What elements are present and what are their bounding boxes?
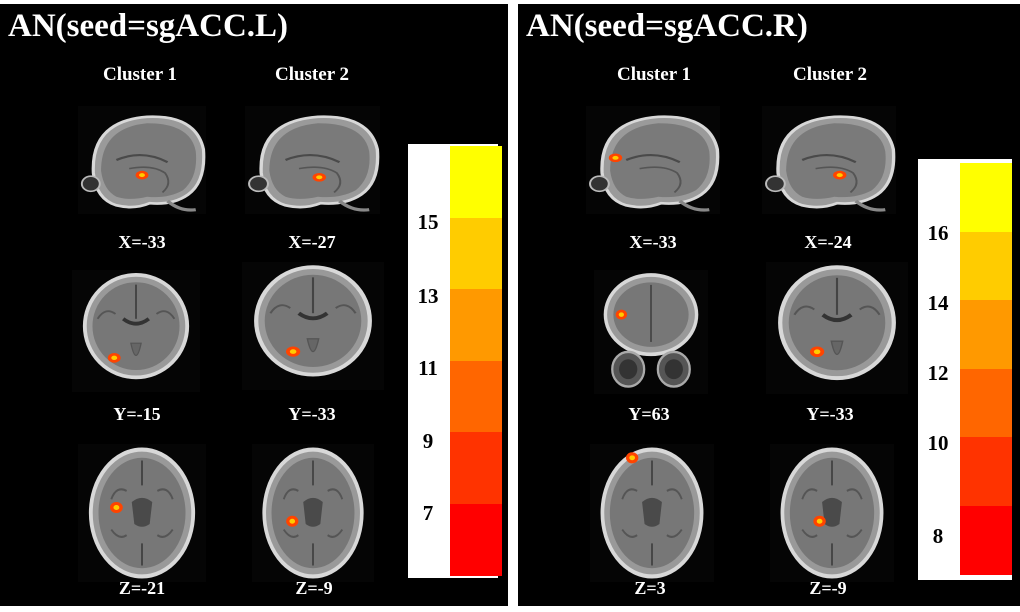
- brain-slice-sagittal: [586, 106, 720, 214]
- colorbar-segment: [960, 231, 1012, 301]
- activation-blob: [608, 153, 623, 163]
- activation-blob: [810, 346, 825, 358]
- brain-slice-sagittal: [245, 106, 380, 214]
- colorbar-segment: [450, 217, 502, 290]
- slice-coordinate: X=-27: [288, 232, 336, 252]
- panel-title: AN(seed=sgACC.R): [526, 8, 808, 44]
- brain-slice-coronal: [766, 262, 908, 394]
- slice-coordinate: Y=-33: [288, 404, 336, 424]
- colorbar-segment: [960, 368, 1012, 438]
- cluster-2-label: Cluster 2: [274, 64, 350, 85]
- brain-slice-axial: [252, 444, 374, 582]
- colorbar: 15 13 11 9 7: [408, 144, 502, 578]
- activation-blob: [110, 501, 123, 513]
- slice-coordinate: X=-33: [629, 232, 677, 252]
- slice-coordinate: X=-24: [804, 232, 852, 252]
- panel-title: AN(seed=sgACC.L): [8, 8, 289, 44]
- cluster-1-label: Cluster 1: [616, 64, 692, 85]
- colorbar-tick-label: 7: [422, 501, 434, 525]
- brain-slice-sagittal: [762, 106, 896, 214]
- colorbar-segment: [960, 300, 1012, 369]
- brain-slice-axial: [78, 444, 206, 582]
- slice-coordinate: Z=3: [634, 578, 666, 598]
- brain-slice-axial: [770, 444, 894, 582]
- slice-coordinate: Y=-33: [806, 404, 854, 424]
- brain-slice-coronal: [72, 270, 200, 392]
- slice-coordinate: Z=-9: [809, 578, 847, 598]
- slice-coordinate: Z=-9: [295, 578, 333, 598]
- panel-left: AN(seed=sgACC.L) Cluster 1 Cluster 2 X=-…: [0, 4, 508, 606]
- activation-blob: [312, 172, 326, 182]
- colorbar-segment: [450, 146, 502, 218]
- colorbar-tick-label: 13: [417, 284, 439, 308]
- colorbar-segment: [450, 432, 502, 504]
- colorbar-tick-label: 16: [927, 221, 949, 245]
- colorbar-segment: [960, 505, 1012, 575]
- activation-blob: [615, 309, 628, 320]
- slice-coordinate: X=-33: [118, 232, 166, 252]
- cluster-1-label: Cluster 1: [102, 64, 178, 85]
- colorbar: 16 14 12 10 8: [918, 159, 1012, 580]
- colorbar-tick-label: 9: [422, 429, 434, 453]
- slice-coordinate: Z=-21: [118, 578, 166, 598]
- colorbar-tick-label: 10: [927, 431, 949, 455]
- activation-blob: [135, 170, 149, 180]
- slice-coordinate: Y=-15: [113, 404, 161, 424]
- panel-right: AN(seed=sgACC.R) Cluster 1 Cluster 2 X=-…: [518, 4, 1020, 606]
- cluster-2-label: Cluster 2: [792, 64, 868, 85]
- brain-slice-sagittal: [78, 106, 206, 214]
- colorbar-tick-label: 11: [418, 356, 438, 380]
- activation-blob: [813, 515, 826, 527]
- activation-blob: [286, 346, 301, 357]
- colorbar-segment: [450, 503, 502, 576]
- activation-blob: [286, 515, 299, 527]
- colorbar-segment: [960, 163, 1012, 232]
- brain-slice-coronal: [242, 262, 384, 390]
- colorbar-tick-label: 8: [932, 524, 944, 548]
- brain-slice-coronal: [594, 270, 708, 394]
- colorbar-tick-label: 12: [927, 361, 949, 385]
- colorbar-segment: [960, 437, 1012, 506]
- slice-coordinate: Y=63: [628, 404, 670, 424]
- colorbar-segment: [450, 360, 502, 433]
- colorbar-tick-label: 15: [417, 210, 439, 234]
- colorbar-tick-label: 14: [927, 291, 949, 315]
- colorbar-segment: [450, 289, 502, 361]
- activation-blob: [107, 352, 121, 363]
- activation-blob: [625, 452, 639, 464]
- activation-blob: [833, 170, 847, 180]
- brain-slice-axial: [590, 444, 714, 582]
